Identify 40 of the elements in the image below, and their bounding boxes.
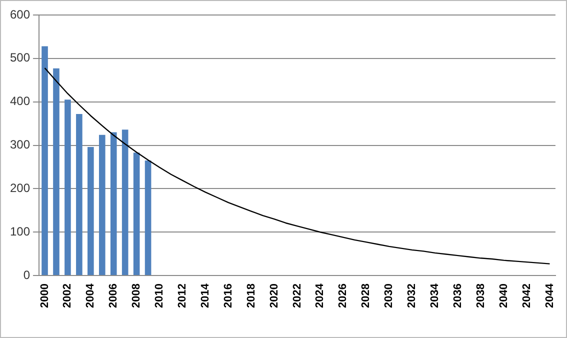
bar	[42, 46, 48, 276]
bar	[76, 114, 82, 276]
x-tick-label: 2012	[176, 284, 189, 308]
x-tick-label: 2008	[130, 284, 143, 308]
x-tick-label: 2032	[406, 284, 418, 308]
bar	[98, 134, 106, 276]
x-tick-label: 2006	[108, 284, 120, 308]
bar	[110, 132, 117, 276]
x-tick-label: 2026	[337, 284, 350, 308]
x-tick-label: 2038	[474, 284, 487, 308]
x-tick-label: 2024	[314, 282, 326, 308]
bar	[88, 147, 94, 276]
y-tick-label: 500	[10, 50, 30, 65]
x-tick-label: 2042	[520, 284, 533, 308]
x-tick-label: 2044	[544, 282, 556, 308]
x-tick-label: 2016	[222, 284, 234, 308]
x-tick-label: 2022	[291, 284, 304, 308]
bar	[144, 160, 152, 276]
x-tick-label: 2002	[62, 284, 74, 308]
x-tick-label: 2036	[452, 284, 464, 308]
x-tick-label: 2020	[268, 284, 280, 308]
x-tick-label: 2010	[154, 284, 166, 308]
y-tick-label: 300	[10, 138, 30, 152]
x-tick-label: 2034	[429, 282, 441, 308]
x-tick-label: 2040	[498, 284, 510, 308]
y-tick-label: 200	[10, 181, 30, 195]
x-tick-label: 2004	[84, 282, 97, 308]
bar	[53, 68, 60, 276]
y-tick-label: 600	[10, 7, 30, 22]
x-tick-label: 2000	[38, 284, 51, 308]
x-tick-label: 2030	[383, 284, 396, 308]
x-tick-label: 2014	[199, 282, 212, 308]
bar	[64, 100, 71, 276]
x-tick-label: 2018	[245, 284, 258, 308]
bar	[133, 152, 140, 276]
y-tick-label: 0	[23, 268, 30, 282]
y-tick-label: 100	[10, 224, 30, 238]
y-tick-label: 400	[10, 94, 30, 108]
x-tick-label: 2028	[360, 284, 372, 308]
bar	[122, 130, 128, 276]
